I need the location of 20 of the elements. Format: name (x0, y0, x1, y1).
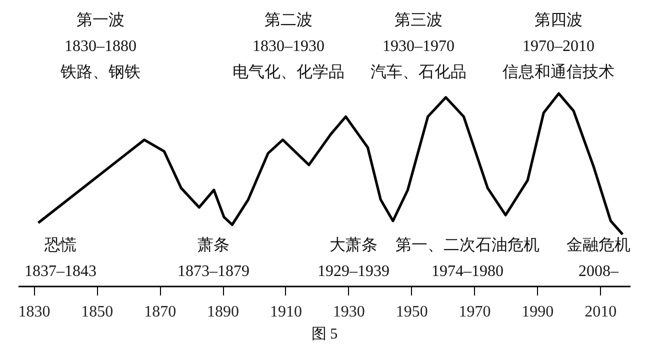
annotation: 大萧条 1929–1939 (318, 236, 390, 280)
x-tick-label: 1870 (144, 304, 176, 320)
x-tick-label: 1950 (396, 304, 428, 320)
annotation: 第一、二次石油危机 1974–1980 (396, 236, 540, 280)
x-tick-label: 1910 (270, 304, 302, 320)
x-tick-label: 1970 (458, 304, 491, 320)
annotation: 金融危机 2008– (566, 236, 630, 280)
x-tick-label: 1990 (522, 304, 554, 320)
x-tick-label: 1890 (207, 304, 240, 320)
text: 第一波 1830–1880 铁路、钢铁 (60, 11, 140, 81)
caption: 图 5 (311, 326, 338, 342)
text: 第三波 1930–1970 汽车、石化品 (370, 11, 466, 81)
x-tick-label: 1850 (81, 304, 114, 320)
x-tick-label: 1830 (18, 304, 50, 320)
annotation: 萧条 1873–1879 (178, 236, 250, 280)
text: 第二波 1830–1930 电气化、化学品 (232, 11, 344, 81)
x-tick-label: 2010 (584, 304, 617, 320)
annotation: 恐慌 1837–1843 (24, 236, 96, 280)
x-tick-label: 1930 (332, 304, 365, 320)
text: 第四波 1970–2010 信息和通信技术 (502, 11, 614, 81)
